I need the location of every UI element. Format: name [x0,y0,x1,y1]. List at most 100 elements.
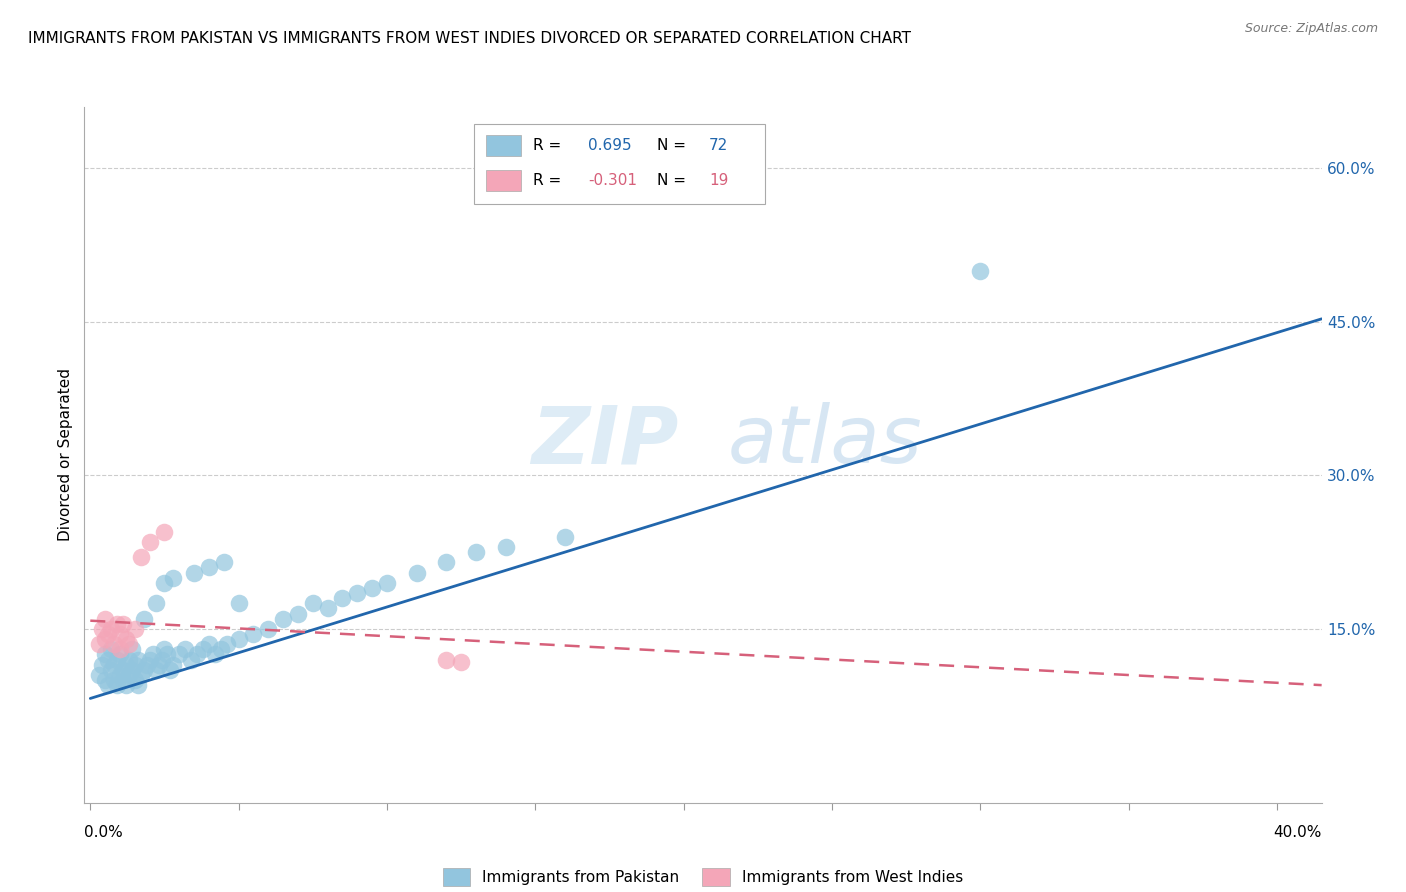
Point [97,627,120,641]
Point [89,637,111,651]
Point [145,596,167,610]
Point [138,535,160,549]
Point [186,648,208,662]
Point [183,566,205,580]
Point [145,663,167,677]
Point [153,642,176,657]
Text: N =: N = [657,137,692,153]
Point [115,657,138,672]
Point [105,678,128,692]
Point [124,657,146,672]
Point [465,545,488,559]
Point [135,657,157,672]
Text: N =: N = [657,172,692,187]
Point [375,575,398,590]
Point [94,673,117,687]
Point [162,657,184,672]
Point [287,607,309,621]
Point [191,642,214,657]
Text: 40.0%: 40.0% [1274,825,1322,840]
Text: R =: R = [533,172,567,187]
Text: ZIP: ZIP [531,402,678,480]
Point [434,652,457,666]
Point [180,652,202,666]
Text: 0.695: 0.695 [588,137,631,153]
Point [111,663,134,677]
Point [103,637,125,651]
Point [153,524,176,539]
Point [169,648,191,662]
Point [198,560,221,574]
Point [204,648,226,662]
Point [127,652,149,666]
Point [94,632,117,646]
FancyBboxPatch shape [474,124,765,204]
Point [103,673,125,687]
Point [124,673,146,687]
Point [346,586,368,600]
Point [138,652,160,666]
Point [94,612,117,626]
Point [121,642,143,657]
Point [97,678,120,692]
Text: 0.0%: 0.0% [84,825,124,840]
Text: 19: 19 [709,172,728,187]
Point [115,678,138,692]
Text: R =: R = [533,137,567,153]
Point [969,264,991,278]
Point [434,555,457,569]
Legend: Immigrants from Pakistan, Immigrants from West Indies: Immigrants from Pakistan, Immigrants fro… [443,868,963,886]
Point [162,571,184,585]
Point [129,668,152,682]
Point [159,663,181,677]
Y-axis label: Divorced or Separated: Divorced or Separated [58,368,73,541]
Text: -0.301: -0.301 [588,172,637,187]
Point [108,642,131,657]
Point [361,581,384,595]
Point [132,612,155,626]
Point [148,657,170,672]
Point [242,627,264,641]
Point [105,616,128,631]
Point [118,652,141,666]
Point [215,637,238,651]
Point [174,642,197,657]
Point [121,663,143,677]
Point [118,637,141,651]
Point [228,632,250,646]
Point [103,657,125,672]
Text: IMMIGRANTS FROM PAKISTAN VS IMMIGRANTS FROM WEST INDIES DIVORCED OR SEPARATED CO: IMMIGRANTS FROM PAKISTAN VS IMMIGRANTS F… [28,31,911,46]
Point [150,652,173,666]
Point [153,575,176,590]
Point [316,601,339,615]
Point [100,663,122,677]
Point [115,632,138,646]
Point [212,555,235,569]
Point [450,655,472,669]
Point [118,668,141,682]
Text: 72: 72 [709,137,728,153]
Point [91,657,114,672]
Point [100,642,122,657]
Point [132,663,155,677]
Text: atlas: atlas [728,402,922,480]
Point [271,612,294,626]
Text: Source: ZipAtlas.com: Source: ZipAtlas.com [1244,22,1378,36]
Point [301,596,323,610]
Point [405,566,427,580]
Point [111,616,134,631]
Point [198,637,221,651]
Point [156,648,179,662]
Point [91,622,114,636]
Point [108,627,131,641]
Point [97,652,120,666]
Point [94,648,117,662]
Point [495,540,517,554]
Point [124,622,146,636]
Point [554,530,576,544]
Point [100,622,122,636]
Point [111,673,134,687]
Point [108,648,131,662]
Point [89,668,111,682]
Point [257,622,280,636]
